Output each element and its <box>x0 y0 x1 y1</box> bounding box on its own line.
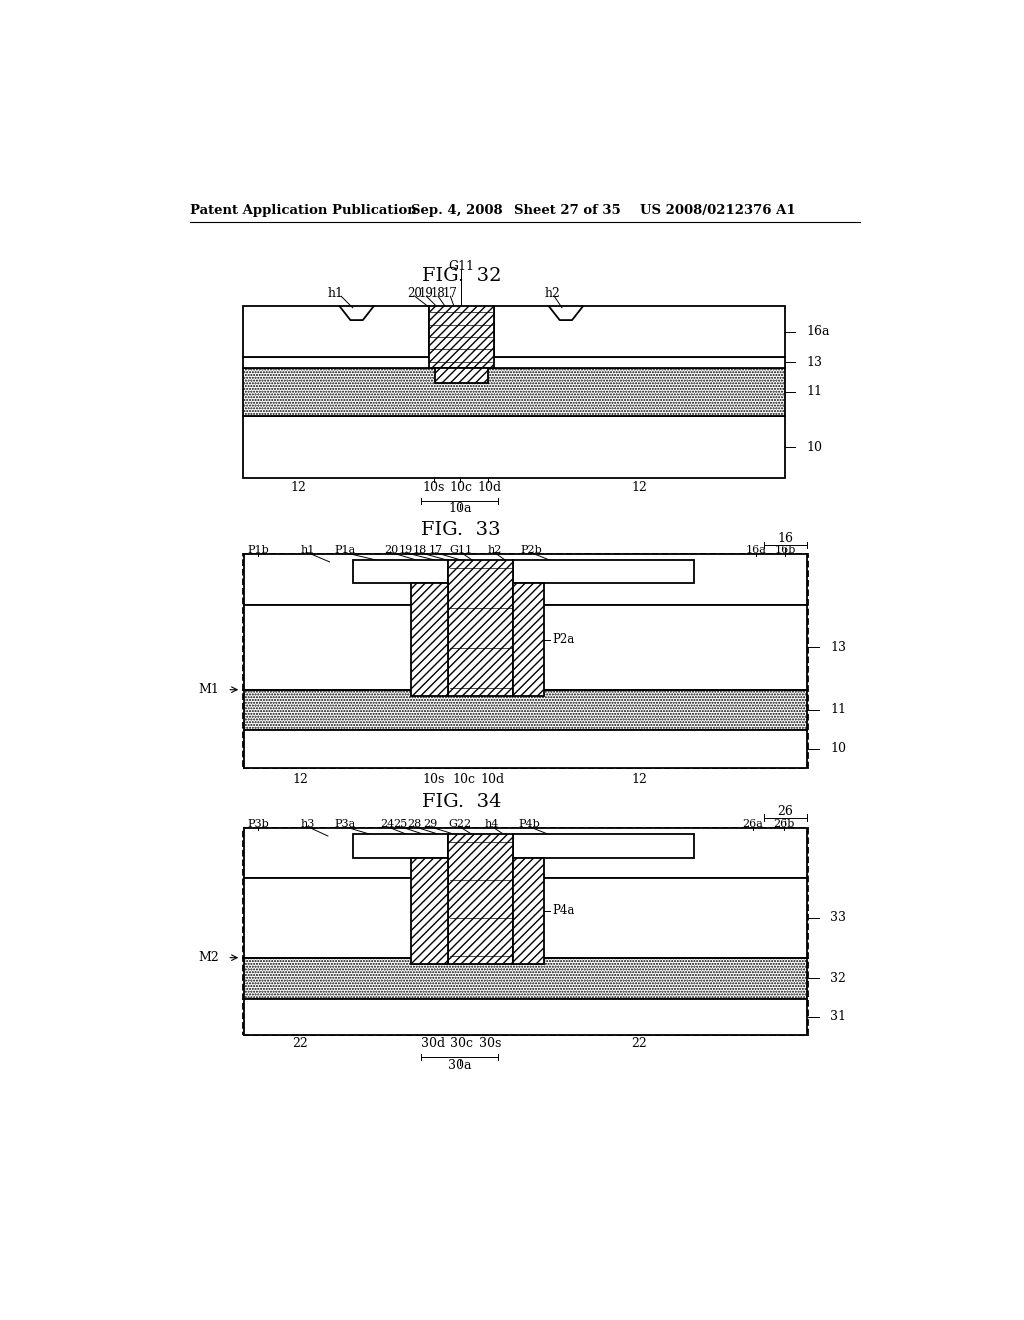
Text: 22: 22 <box>632 1038 647 1051</box>
Text: 10d: 10d <box>478 482 502 495</box>
Bar <box>245 689 807 730</box>
Bar <box>245 605 807 689</box>
Bar <box>243 554 809 768</box>
Text: FIG.  34: FIG. 34 <box>422 793 501 810</box>
Text: 10: 10 <box>806 441 822 454</box>
Text: G11: G11 <box>449 260 474 273</box>
Text: P2a: P2a <box>552 634 574 647</box>
Text: h2: h2 <box>545 286 560 300</box>
Text: 10: 10 <box>830 742 846 755</box>
Bar <box>245 958 807 999</box>
Bar <box>243 358 785 368</box>
Text: 12: 12 <box>291 482 306 495</box>
Text: 10d: 10d <box>480 772 504 785</box>
Bar <box>449 834 513 964</box>
Text: h1: h1 <box>328 286 344 300</box>
Bar <box>245 999 807 1035</box>
Text: 31: 31 <box>830 1010 846 1023</box>
Text: P3a: P3a <box>335 818 355 829</box>
Text: 19: 19 <box>398 545 413 554</box>
Bar <box>352 560 449 583</box>
Text: Sheet 27 of 35: Sheet 27 of 35 <box>514 205 621 218</box>
Text: 13: 13 <box>806 356 822 370</box>
Text: G22: G22 <box>449 818 471 829</box>
Text: 16: 16 <box>777 532 794 545</box>
Bar <box>245 730 807 768</box>
Text: 29: 29 <box>423 818 437 829</box>
Text: 18: 18 <box>431 286 445 300</box>
Bar <box>494 306 785 358</box>
Text: 25: 25 <box>393 818 408 829</box>
Text: 13: 13 <box>830 640 846 653</box>
Text: 26b: 26b <box>773 818 795 829</box>
Text: 20: 20 <box>408 286 422 300</box>
Text: P1b: P1b <box>248 545 269 554</box>
Text: 10s: 10s <box>423 772 445 785</box>
Text: 33: 33 <box>830 911 846 924</box>
Text: 26: 26 <box>777 805 794 818</box>
Bar <box>513 858 544 964</box>
Text: G11: G11 <box>450 545 473 554</box>
Bar <box>245 554 807 605</box>
Text: M1: M1 <box>199 684 219 696</box>
Text: 22: 22 <box>292 1038 308 1051</box>
Text: 17: 17 <box>443 286 458 300</box>
Text: 19: 19 <box>419 286 434 300</box>
Text: 30s: 30s <box>479 1038 501 1051</box>
Bar <box>243 368 785 416</box>
Text: 12: 12 <box>632 482 647 495</box>
Text: M2: M2 <box>199 952 219 964</box>
Text: US 2008/0212376 A1: US 2008/0212376 A1 <box>640 205 795 218</box>
Text: 10a: 10a <box>447 502 471 515</box>
Text: 30c: 30c <box>450 1038 473 1051</box>
Bar <box>513 583 544 696</box>
Text: 30a: 30a <box>447 1059 471 1072</box>
Text: 12: 12 <box>632 772 647 785</box>
Bar <box>449 561 513 696</box>
Text: 24: 24 <box>381 818 394 829</box>
Text: 17: 17 <box>429 545 442 554</box>
Text: 20: 20 <box>384 545 398 554</box>
Bar <box>245 829 807 878</box>
Text: 28: 28 <box>408 818 422 829</box>
Text: P4b: P4b <box>518 818 541 829</box>
Text: 10s: 10s <box>423 482 445 495</box>
Bar <box>243 829 809 1035</box>
Text: 10c: 10c <box>452 772 475 785</box>
Text: FIG.  33: FIG. 33 <box>422 520 501 539</box>
Text: FIG.  32: FIG. 32 <box>422 267 501 285</box>
Bar <box>513 560 693 583</box>
Text: h4: h4 <box>485 818 500 829</box>
Text: P2b: P2b <box>520 545 542 554</box>
Text: Sep. 4, 2008: Sep. 4, 2008 <box>411 205 503 218</box>
Text: P3b: P3b <box>248 818 269 829</box>
Bar <box>243 306 429 358</box>
Text: h1: h1 <box>301 545 315 554</box>
Bar <box>243 416 785 478</box>
Text: P4a: P4a <box>552 904 574 917</box>
Text: 30d: 30d <box>421 1038 444 1051</box>
Text: 16b: 16b <box>774 545 796 554</box>
Text: 18: 18 <box>413 545 427 554</box>
Text: Patent Application Publication: Patent Application Publication <box>190 205 417 218</box>
Bar <box>411 858 449 964</box>
Text: 11: 11 <box>806 385 822 399</box>
Text: 32: 32 <box>830 972 846 985</box>
Text: 12: 12 <box>292 772 308 785</box>
Text: h3: h3 <box>301 818 315 829</box>
Text: 10c: 10c <box>450 482 473 495</box>
Text: 11: 11 <box>830 704 846 717</box>
Bar <box>352 834 449 858</box>
Bar <box>435 368 487 383</box>
Text: 16a: 16a <box>745 545 766 554</box>
Bar <box>245 878 807 958</box>
Text: 16a: 16a <box>806 325 829 338</box>
Bar <box>429 306 494 368</box>
Bar <box>513 834 693 858</box>
Bar <box>411 583 449 696</box>
Text: P1a: P1a <box>335 545 355 554</box>
Text: 26a: 26a <box>742 818 763 829</box>
Text: h2: h2 <box>487 545 502 554</box>
